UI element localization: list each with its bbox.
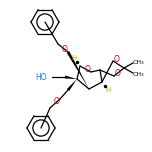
Polygon shape xyxy=(67,79,77,91)
Text: O: O xyxy=(114,55,120,64)
Text: O: O xyxy=(85,66,91,74)
Text: H: H xyxy=(105,87,111,93)
Text: H: H xyxy=(71,55,77,61)
Text: CH₃: CH₃ xyxy=(132,71,144,76)
Text: HO: HO xyxy=(35,73,47,81)
Text: O: O xyxy=(62,45,68,54)
Polygon shape xyxy=(65,76,77,79)
Text: O: O xyxy=(54,97,60,107)
Text: O: O xyxy=(115,69,121,78)
Text: CH₃: CH₃ xyxy=(132,59,144,64)
Polygon shape xyxy=(67,51,89,89)
